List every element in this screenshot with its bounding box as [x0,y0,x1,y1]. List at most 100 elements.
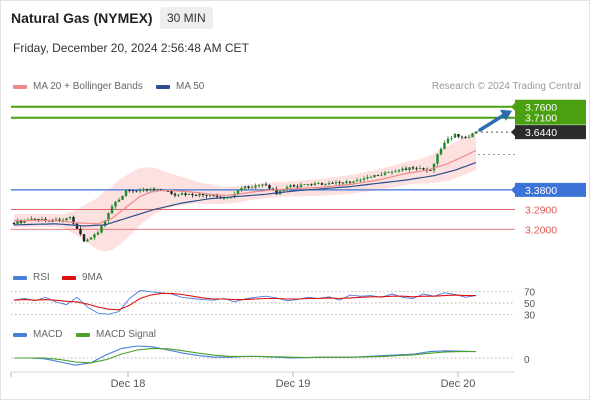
candle-body [103,220,107,226]
candle-body [457,134,460,137]
candle-body [296,186,299,188]
candle [408,167,411,173]
candle-body [128,190,131,192]
candle [65,217,68,222]
timeframe-button[interactable]: 30 MIN [160,7,213,29]
candle [471,132,474,138]
candle-body [264,184,268,186]
candle-body [446,138,450,143]
candle [93,233,96,241]
candle-body [408,167,411,171]
candle-body [467,137,471,138]
candle [145,188,149,193]
candle-body [124,190,128,196]
candle-body [443,142,446,149]
candle-body [359,179,362,181]
candle-body [397,170,401,172]
level-pointer-icon [511,184,516,195]
candle-body [145,189,149,191]
candle [376,174,380,177]
candle-body [373,175,376,178]
candle [348,181,352,185]
candle [334,180,338,186]
legend-ma20-bollinger: MA 20 + Bollinger Bands [13,81,143,92]
candle-body [345,181,348,184]
candle-body [247,186,250,188]
level-label-3-6440-box [515,125,586,140]
candle-body [422,168,425,170]
candle-body [166,190,170,192]
instrument-title: Natural Gas (NYMEX) [11,10,153,26]
candle-body [212,195,215,197]
candle [82,233,86,242]
candle-body [303,184,306,186]
candle [422,167,425,171]
candle [418,165,422,170]
candle-body [96,232,100,235]
candle [79,226,82,236]
candle [359,178,362,183]
candle-body [138,190,142,192]
candle-body [37,219,40,221]
candle-body [170,190,173,194]
candle-body [317,183,320,184]
candle-body [44,219,47,221]
candle [114,200,117,209]
legend-macd-signal-label: MACD Signal [96,329,157,340]
candle-body [299,184,303,187]
candle-body [327,183,331,185]
candle-body [131,190,135,192]
candle-body [16,220,19,224]
candle [12,222,16,226]
candle-body [429,170,432,171]
candle [464,135,467,139]
candle [16,218,19,226]
candle [250,185,254,189]
candle-body [93,234,96,238]
level-label-3-7600-box [515,99,586,114]
forecast-arrow-icon [478,112,508,132]
candle-body [383,172,387,175]
candle-body [12,222,16,224]
candle-body [450,137,453,139]
candle-body [173,193,177,196]
candle [166,190,170,193]
level-label-3-3800: 3.3800 [525,185,557,197]
candle [86,238,89,242]
candle [366,174,369,180]
candle-body [142,189,145,191]
candle-body [222,198,226,199]
candle-body [474,131,478,134]
candle [205,194,208,199]
candle-body [191,194,194,196]
ma20-line [14,149,477,225]
candle [320,182,324,186]
legend-9ma-label: 9MA [82,272,103,283]
candle-body [436,154,439,164]
legend-ma50: MA 50 [156,81,204,92]
candle [355,177,359,182]
candle [317,181,320,185]
candle [75,223,79,229]
candle [443,140,446,150]
rsi-9ma-line [13,292,476,311]
legend-rsi-label: RSI [33,272,50,283]
candle-body [376,175,380,176]
candle [268,184,271,190]
macd-signal-swatch-icon [76,332,90,337]
candle [338,180,341,185]
candle-body [117,199,121,202]
candle-body [320,183,324,185]
candle-body [387,172,390,173]
candle [96,230,100,236]
candle-body [177,194,180,196]
candle [184,192,187,197]
candle [453,132,457,139]
candle [170,190,173,195]
candle-body [394,171,397,173]
candle [436,153,439,167]
level-label-3-7100: 3.7100 [525,113,557,125]
candle [257,184,261,188]
candle [243,185,247,191]
